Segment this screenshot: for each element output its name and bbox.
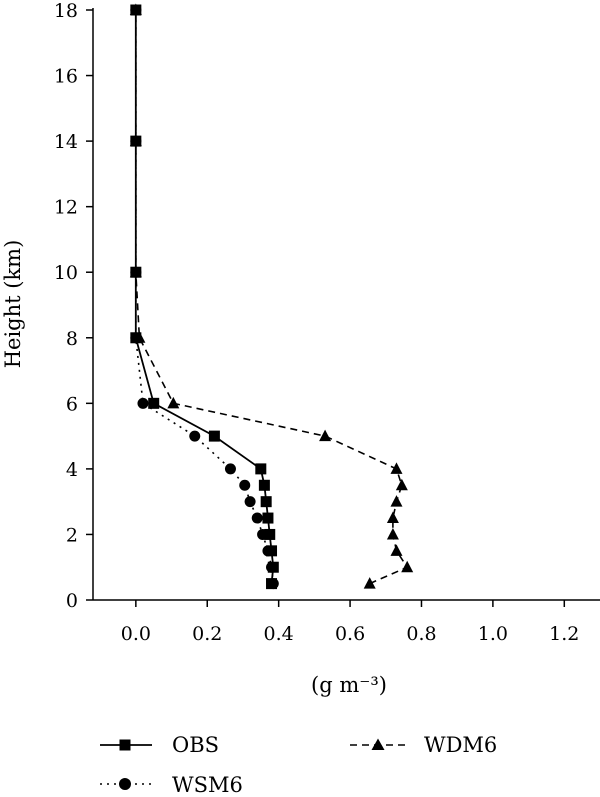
y-tick-label: 0 (66, 590, 78, 612)
data-point-obs (262, 512, 274, 524)
data-point-wdm6 (319, 429, 332, 442)
legend-marker-circle (119, 778, 131, 790)
data-point-obs (260, 496, 272, 508)
y-tick-label: 10 (54, 262, 78, 284)
data-point-wsm6 (267, 578, 279, 590)
data-point-wsm6 (266, 561, 278, 573)
y-tick-label: 16 (54, 66, 78, 88)
data-point-wdm6 (129, 134, 142, 147)
y-tick-label: 12 (54, 197, 78, 219)
data-point-wdm6 (386, 511, 399, 524)
y-tick-label: 2 (66, 524, 78, 546)
legend: OBS WDM6 WSM6 (100, 733, 497, 797)
y-tick-label: 18 (54, 0, 78, 22)
data-point-wsm6 (137, 397, 149, 409)
x-tick-label: 0.0 (121, 623, 151, 645)
data-point-wdm6 (386, 527, 399, 540)
data-point-obs (148, 397, 160, 409)
data-point-obs (264, 528, 276, 540)
data-point-obs (208, 430, 220, 442)
data-point-obs (255, 463, 267, 475)
data-point-wdm6 (390, 495, 403, 507)
legend-label-wsm6: WSM6 (172, 773, 243, 797)
series-obs (130, 4, 279, 590)
x-tick-label: 1.0 (478, 623, 508, 645)
data-point-wdm6 (390, 462, 403, 474)
series-wdm6 (129, 3, 414, 589)
x-ticks: 0.0 0.2 0.4 0.6 0.8 1.0 1.2 (121, 600, 579, 645)
legend-label-obs: OBS (172, 733, 219, 757)
legend-item-obs: OBS (100, 733, 219, 757)
data-point-wsm6 (189, 430, 201, 442)
data-point-wdm6 (401, 560, 414, 573)
x-tick-label: 0.2 (192, 623, 222, 645)
axes (92, 8, 600, 601)
data-point-wdm6 (129, 3, 142, 15)
x-tick-label: 0.6 (335, 623, 365, 645)
y-tick-label: 8 (66, 328, 78, 350)
legend-marker-square (119, 739, 131, 751)
data-point-wsm6 (224, 463, 236, 475)
data-point-wdm6 (167, 396, 180, 409)
x-tick-label: 1.2 (549, 623, 579, 645)
data-point-obs (258, 479, 270, 491)
y-axis-title: Height (km) (1, 240, 25, 369)
data-point-wdm6 (363, 577, 376, 589)
legend-item-wsm6: WSM6 (100, 773, 243, 797)
series-layer (129, 3, 414, 590)
y-tick-label: 14 (54, 131, 78, 153)
x-axis-title: (g m⁻³) (311, 673, 387, 697)
x-tick-label: 0.4 (264, 623, 294, 645)
data-point-wdm6 (133, 331, 146, 343)
data-point-wdm6 (395, 478, 408, 491)
data-point-wsm6 (251, 512, 263, 524)
y-ticks: 0 2 4 6 8 10 12 14 16 18 (54, 0, 93, 612)
data-point-wdm6 (390, 544, 403, 556)
y-tick-label: 4 (66, 459, 78, 481)
x-tick-label: 0.8 (406, 623, 436, 645)
data-point-wsm6 (257, 528, 269, 540)
legend-item-wdm6: WDM6 (350, 733, 497, 757)
y-tick-label: 6 (66, 393, 78, 415)
legend-label-wdm6: WDM6 (424, 733, 497, 757)
data-point-wsm6 (244, 496, 256, 508)
data-point-wsm6 (239, 479, 251, 491)
data-point-wdm6 (129, 265, 142, 278)
series-wsm6 (130, 4, 279, 590)
legend-marker-triangle (371, 738, 385, 750)
data-point-wsm6 (262, 545, 274, 557)
